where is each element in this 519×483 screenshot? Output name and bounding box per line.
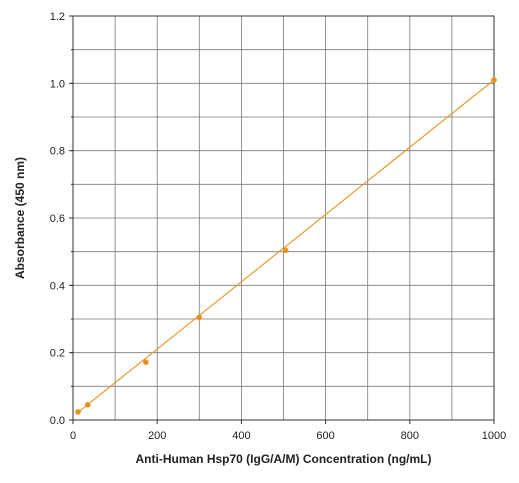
data-point [282, 247, 289, 254]
y-tick-labels: 0.0 0.2 0.4 0.6 0.8 1.0 1.2 [50, 11, 65, 427]
fit-line [77, 79, 495, 413]
y-tick-label: 0.2 [50, 348, 65, 360]
y-tick-label: 0.0 [50, 415, 65, 427]
data-point [196, 314, 203, 321]
x-tick-label: 200 [148, 430, 166, 442]
y-tick-label: 0.6 [50, 213, 65, 225]
y-tick-label: 1.0 [50, 78, 65, 90]
y-axis-title: Absorbance (450 nm) [13, 157, 27, 279]
data-point [143, 359, 149, 365]
fit-line-segment [77, 79, 495, 413]
data-point [75, 409, 81, 415]
grid-lines [73, 16, 494, 420]
data-point [491, 77, 497, 83]
axis-ticks [69, 15, 495, 424]
y-tick-label: 0.8 [50, 146, 65, 158]
x-axis-title: Anti-Human Hsp70 (IgG/A/M) Concentration… [136, 452, 432, 466]
x-tick-label: 400 [232, 430, 250, 442]
x-tick-label: 0 [70, 430, 76, 442]
data-points [75, 77, 497, 415]
x-tick-labels: 0 200 400 600 800 1000 [70, 430, 506, 442]
x-tick-label: 800 [401, 430, 419, 442]
x-tick-label: 1000 [482, 430, 506, 442]
x-tick-label: 600 [316, 430, 334, 442]
y-tick-label: 1.2 [50, 11, 65, 23]
data-point [84, 402, 91, 408]
y-tick-label: 0.4 [50, 280, 65, 292]
